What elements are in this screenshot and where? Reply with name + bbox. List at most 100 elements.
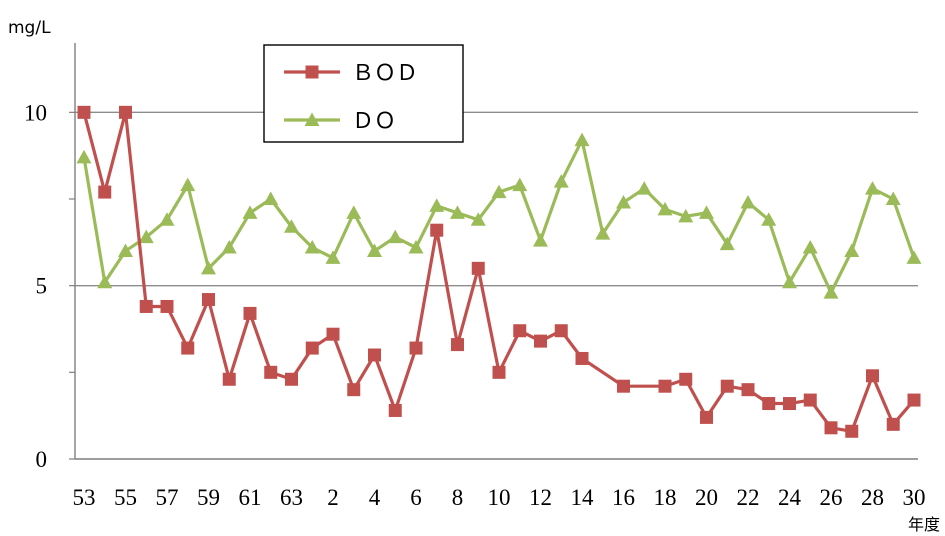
bod-point — [866, 369, 879, 383]
do-point — [470, 212, 486, 226]
x-tick-label: 8 — [452, 485, 464, 510]
x-tick-label: 53 — [73, 485, 96, 510]
do-point — [533, 233, 548, 247]
bod-point — [368, 348, 381, 362]
bod-point — [762, 397, 776, 411]
x-tick-label: 55 — [114, 485, 137, 510]
x-tick-label: 18 — [654, 485, 677, 510]
bod-point — [243, 306, 257, 320]
x-tick-label: 59 — [197, 485, 220, 510]
x-tick-label: 57 — [156, 485, 179, 510]
x-tick-label: 20 — [695, 485, 718, 510]
bod-point — [700, 410, 713, 424]
x-tick-label: 2 — [327, 485, 339, 510]
do-point — [823, 285, 839, 299]
bod-point — [181, 341, 195, 355]
x-tick-label: 26 — [820, 485, 843, 510]
legend-label-1: ＤＯ — [352, 108, 396, 133]
legend-box — [263, 44, 464, 143]
bod-point — [222, 372, 236, 386]
x-tick-label: 24 — [778, 485, 802, 510]
do-point — [657, 201, 673, 216]
legend-marker-1 — [304, 112, 320, 126]
do-point — [512, 177, 528, 192]
bod-point — [326, 327, 340, 341]
bod-point — [139, 299, 153, 313]
y-tick-label: 5 — [36, 274, 48, 299]
do-point — [906, 250, 922, 264]
do-point — [678, 208, 694, 223]
do-point — [346, 205, 362, 219]
bod-point — [285, 372, 298, 386]
do-point — [719, 236, 735, 251]
do-point — [450, 205, 465, 219]
bod-point — [783, 397, 796, 411]
do-point — [97, 274, 113, 289]
bod-point — [409, 341, 423, 355]
series-1 — [76, 132, 922, 299]
do-point — [865, 181, 880, 195]
do-point — [201, 260, 216, 275]
do-point — [595, 226, 611, 240]
do-point — [263, 191, 279, 205]
do-point — [740, 194, 756, 209]
bod-point — [202, 293, 215, 307]
legend-label-0: ＢＯＤ — [352, 60, 418, 85]
bod-point — [658, 379, 672, 393]
bod-point — [741, 383, 755, 397]
x-tick-label: 61 — [239, 485, 262, 510]
axes — [69, 43, 918, 460]
bod-point — [471, 261, 485, 275]
bod-point — [886, 417, 900, 431]
do-point — [802, 240, 818, 254]
bod-point — [513, 324, 527, 338]
bod-point — [534, 334, 547, 348]
bod-point — [430, 223, 444, 237]
bod-point — [119, 105, 132, 119]
legend-marker-0 — [305, 65, 319, 79]
bod-point — [451, 338, 464, 352]
do-point — [76, 149, 92, 164]
do-point — [885, 191, 901, 205]
bod-point — [77, 105, 91, 119]
do-point — [636, 181, 652, 195]
x-tick-label: 22 — [737, 485, 760, 510]
do-point — [159, 212, 175, 226]
x-axis-title: 年度 — [908, 515, 940, 534]
do-point — [553, 174, 569, 188]
series-0 — [77, 105, 921, 438]
bod-point — [492, 365, 506, 379]
x-tick-label: 28 — [861, 485, 884, 510]
bod-point — [264, 365, 278, 379]
series — [76, 105, 922, 438]
do-point — [242, 205, 258, 219]
x-tick-label: 12 — [529, 485, 552, 510]
do-point — [408, 240, 424, 254]
bod-point — [720, 379, 734, 393]
y-unit-label: mg/L — [8, 18, 51, 38]
bod-point — [575, 351, 589, 365]
bod-point — [305, 341, 319, 355]
bod-point — [554, 324, 568, 338]
bod-point — [824, 421, 838, 435]
x-tick-label: 16 — [612, 485, 635, 510]
x-tick-label: 6 — [410, 485, 422, 510]
legend: ＢＯＤ ＤＯ — [263, 44, 464, 143]
do-point — [304, 240, 320, 254]
bod-point — [388, 403, 402, 417]
do-point — [118, 243, 133, 257]
x-tick-label: 10 — [488, 485, 511, 510]
do-point — [844, 243, 860, 257]
do-point — [699, 205, 714, 219]
bod-point — [679, 372, 693, 386]
x-tick-label: 30 — [903, 485, 926, 510]
do-point — [138, 229, 154, 244]
do-point — [180, 177, 196, 192]
do-point — [616, 194, 631, 209]
bod-point — [803, 393, 817, 407]
do-point — [782, 274, 797, 289]
do-point — [574, 132, 590, 147]
gridlines — [75, 111, 918, 287]
